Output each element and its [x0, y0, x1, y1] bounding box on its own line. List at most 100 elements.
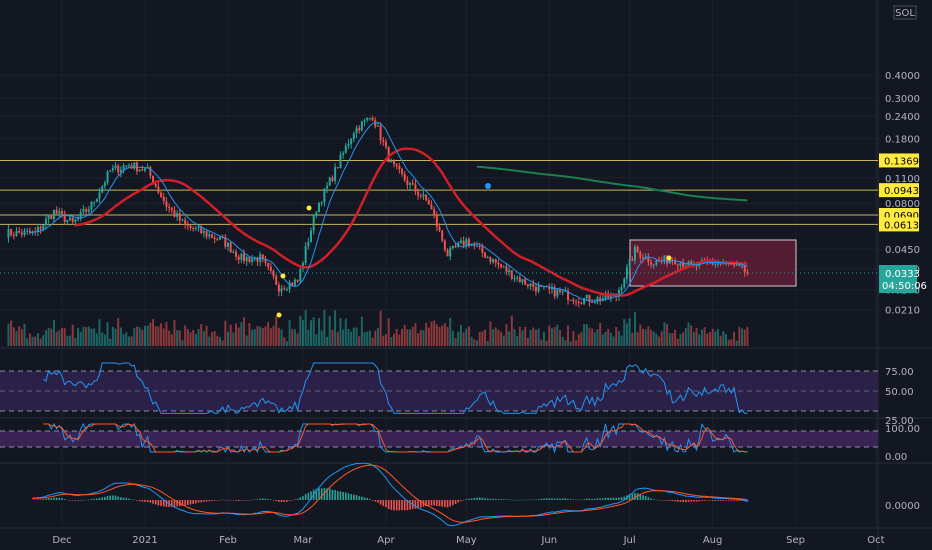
volume-bar [559, 330, 561, 346]
macd-histogram-bar [248, 500, 251, 501]
candle-body [288, 282, 291, 290]
macd-histogram-bar [120, 497, 122, 500]
indicator-tick-label: 75.00 [885, 367, 914, 378]
candle-body [513, 277, 516, 279]
macd-histogram-bar [433, 500, 435, 506]
candle-body [245, 257, 248, 262]
candle-body [160, 192, 163, 197]
candle-body [334, 167, 337, 181]
volume-bar [398, 334, 401, 346]
candle-body [127, 165, 130, 167]
candle-body [342, 152, 345, 155]
candle-body [20, 232, 23, 235]
macd-histogram-bar [320, 488, 323, 500]
volume-bar [360, 316, 363, 346]
macd-histogram-bar [615, 497, 618, 500]
volume-bar [575, 340, 578, 346]
volume-bar [368, 330, 371, 346]
volume-bar [237, 327, 240, 346]
macd-histogram-bar [189, 500, 192, 505]
volume-bar [722, 331, 725, 346]
volume-bar [374, 330, 377, 346]
volume-bar [210, 332, 213, 346]
macd-histogram-bar [457, 500, 460, 503]
macd-histogram-bar [302, 496, 304, 500]
price-axis[interactable]: 0.4000 0.3000 0.2400 0.1800 0.1100 0.0800 0.04… [885, 71, 920, 512]
macd-histogram-bar [208, 500, 211, 502]
macd-histogram-bar [262, 498, 264, 500]
candle-body [320, 202, 323, 204]
macd-histogram-bar [58, 497, 61, 500]
volume-bar [502, 335, 505, 346]
candle-body [395, 164, 398, 166]
volume-bar [296, 333, 299, 346]
candle-body [376, 125, 379, 127]
candle-body [66, 219, 69, 223]
candle-body [548, 286, 551, 290]
candle-body [15, 230, 18, 236]
volume-bar [401, 329, 404, 346]
macd-histogram-bar [414, 500, 417, 509]
candle-body [526, 284, 529, 287]
macd-histogram-bar [577, 499, 580, 501]
candle-body [564, 290, 567, 292]
volume-bar [334, 310, 337, 346]
indicator-tick-label: 0.0000 [885, 501, 920, 512]
volume-bar [34, 336, 37, 346]
macd-histogram-bar [714, 500, 717, 501]
volume-bar [221, 340, 224, 346]
macd-histogram-bar [529, 499, 532, 501]
volume-bar [66, 335, 69, 346]
candle-body [591, 302, 594, 304]
candle-body [679, 262, 682, 266]
candle-body [237, 256, 240, 260]
macd-histogram-bar [170, 500, 173, 507]
macd-histogram-bar [195, 500, 197, 504]
candle-body [283, 288, 286, 290]
candle-body [221, 236, 224, 238]
volume-bar [607, 328, 610, 346]
macd-histogram-bar [733, 500, 735, 501]
macd-histogram-bar [652, 499, 655, 500]
volume-bar [716, 329, 719, 346]
volume-bar [684, 327, 687, 346]
volume-bar [184, 325, 187, 346]
candle-body [628, 259, 631, 268]
volume-bar [443, 323, 446, 346]
time-tick-label: Mar [294, 535, 314, 546]
volume-bar [47, 327, 50, 346]
volume-bar [682, 332, 685, 346]
volume-bar [227, 331, 229, 346]
time-axis[interactable]: Dec 2021 Feb Mar Apr May Jun Jul Aug Sep Oct [52, 535, 884, 546]
volume-bar [277, 327, 280, 346]
level-badge [879, 153, 919, 168]
candle-body [390, 160, 393, 163]
volume-bar [668, 333, 671, 346]
time-tick-label: Sep [786, 535, 805, 546]
candle-body [111, 167, 114, 171]
candle-body [272, 270, 275, 277]
macd-histogram-bar [428, 500, 430, 506]
macd-histogram-bar [34, 499, 37, 501]
macd-histogram-bar [366, 498, 369, 500]
macd-histogram-bar [505, 499, 508, 500]
candle-body [291, 282, 294, 286]
volume-bar [650, 329, 653, 346]
macd-histogram-bar [693, 500, 695, 502]
macd-histogram-bar [738, 500, 741, 501]
volume-bar [676, 338, 679, 346]
volume-bar [556, 324, 559, 346]
macd-histogram-bar [671, 500, 674, 502]
macd-histogram-bar [82, 499, 85, 501]
macd-histogram-bar [256, 499, 259, 500]
volume-bar [109, 338, 112, 346]
macd-histogram-bar [53, 497, 55, 500]
level-badge-value: 0.0690 [884, 211, 919, 222]
volume-bar [293, 329, 296, 346]
candle-body [355, 127, 358, 134]
volume-bar [344, 318, 347, 346]
volume-bar [382, 335, 385, 346]
candle-body [331, 177, 334, 181]
